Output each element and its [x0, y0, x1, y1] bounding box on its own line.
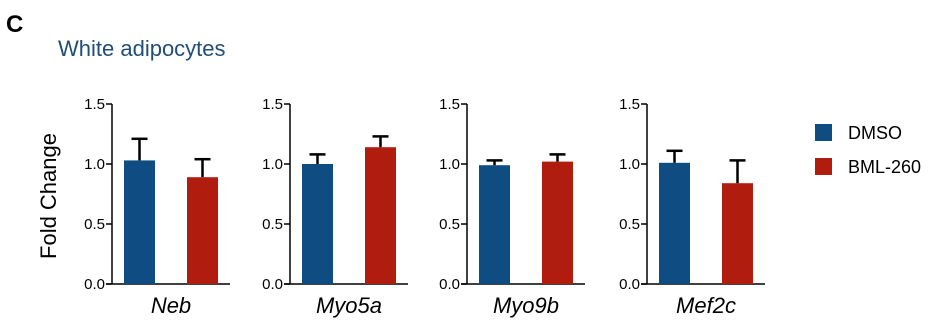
- y-axis-label: Fold Change: [36, 133, 61, 259]
- panel-letter: C: [6, 11, 23, 38]
- category-label: Mef2c: [676, 293, 736, 318]
- y-tick-label: 1.0: [262, 156, 283, 173]
- y-tick-label: 1.0: [619, 156, 640, 173]
- subplot-neb: 0.0 0.5 1.0 1.5 Neb: [84, 96, 230, 318]
- y-tick-label: 1.0: [84, 156, 105, 173]
- bar-dmso: [124, 160, 155, 284]
- y-tick-label: 0.5: [84, 216, 105, 233]
- category-label: Myo5a: [316, 293, 382, 318]
- y-tick-label: 1.0: [439, 156, 460, 173]
- bar-dmso: [659, 162, 690, 284]
- subplots: 0.0 0.5 1.0 1.5 Neb 0.0 0.5 1.0 1.5 Myo5a 0.0 0.5 1.…: [84, 96, 765, 318]
- figure-title: White adipocytes: [58, 36, 226, 61]
- subplot-myo5a: 0.0 0.5 1.0 1.5 Myo5a: [262, 96, 408, 318]
- y-tick-label: 1.5: [84, 96, 105, 113]
- legend: DMSO BML-260: [815, 123, 921, 177]
- y-tick-label: 0.0: [262, 276, 283, 293]
- y-tick-label: 1.5: [439, 96, 460, 113]
- legend-label-dmso: DMSO: [848, 123, 902, 143]
- y-tick-label: 0.0: [439, 276, 460, 293]
- y-tick-label: 0.0: [84, 276, 105, 293]
- legend-swatch-dmso: [815, 124, 832, 141]
- y-tick-label: 0.5: [619, 216, 640, 233]
- category-label: Neb: [151, 293, 191, 318]
- y-tick-label: 0.5: [439, 216, 460, 233]
- subplot-mef2c: 0.0 0.5 1.0 1.5 Mef2c: [619, 96, 765, 318]
- category-label: Myo9b: [493, 293, 559, 318]
- bar-bml-260: [542, 161, 573, 284]
- legend-label-bml-260: BML-260: [848, 157, 921, 177]
- legend-swatch-bml-260: [815, 158, 832, 175]
- subplot-myo9b: 0.0 0.5 1.0 1.5 Myo9b: [439, 96, 585, 318]
- y-tick-label: 0.0: [619, 276, 640, 293]
- y-tick-label: 1.5: [262, 96, 283, 113]
- bar-dmso: [302, 164, 333, 284]
- y-tick-label: 0.5: [262, 216, 283, 233]
- bar-dmso: [479, 165, 510, 284]
- bar-bml-260: [365, 147, 396, 284]
- y-tick-label: 1.5: [619, 96, 640, 113]
- bar-bml-260: [722, 183, 753, 284]
- bar-bml-260: [187, 177, 218, 284]
